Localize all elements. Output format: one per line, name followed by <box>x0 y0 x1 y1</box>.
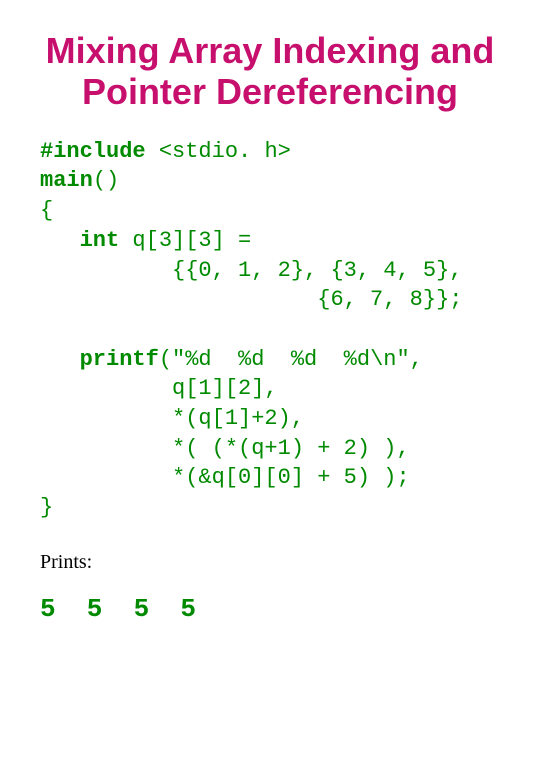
code-text: <stdio. h> <box>146 139 291 164</box>
code-text: q[3][3] = <box>119 228 251 253</box>
code-text: q[1][2], <box>40 376 278 401</box>
code-keyword: #include <box>40 139 146 164</box>
code-keyword: int <box>40 228 119 253</box>
code-text: {{0, 1, 2}, {3, 4, 5}, <box>40 258 462 283</box>
code-keyword: printf <box>40 347 159 372</box>
code-block: #include <stdio. h> main() { int q[3][3]… <box>40 137 500 523</box>
program-output: 5 5 5 5 <box>40 594 500 624</box>
code-text: *( (*(q+1) + 2) ), <box>40 436 410 461</box>
code-text: *(&q[0][0] + 5) ); <box>40 465 410 490</box>
code-text: } <box>40 495 53 520</box>
code-text: {6, 7, 8}}; <box>40 287 462 312</box>
code-text: ("%d %d %d %d\n", <box>159 347 423 372</box>
code-text: { <box>40 198 53 223</box>
prints-label: Prints: <box>40 551 500 574</box>
code-text: *(q[1]+2), <box>40 406 304 431</box>
code-text: () <box>93 168 119 193</box>
code-keyword: main <box>40 168 93 193</box>
slide-title: Mixing Array Indexing and Pointer Derefe… <box>40 30 500 113</box>
